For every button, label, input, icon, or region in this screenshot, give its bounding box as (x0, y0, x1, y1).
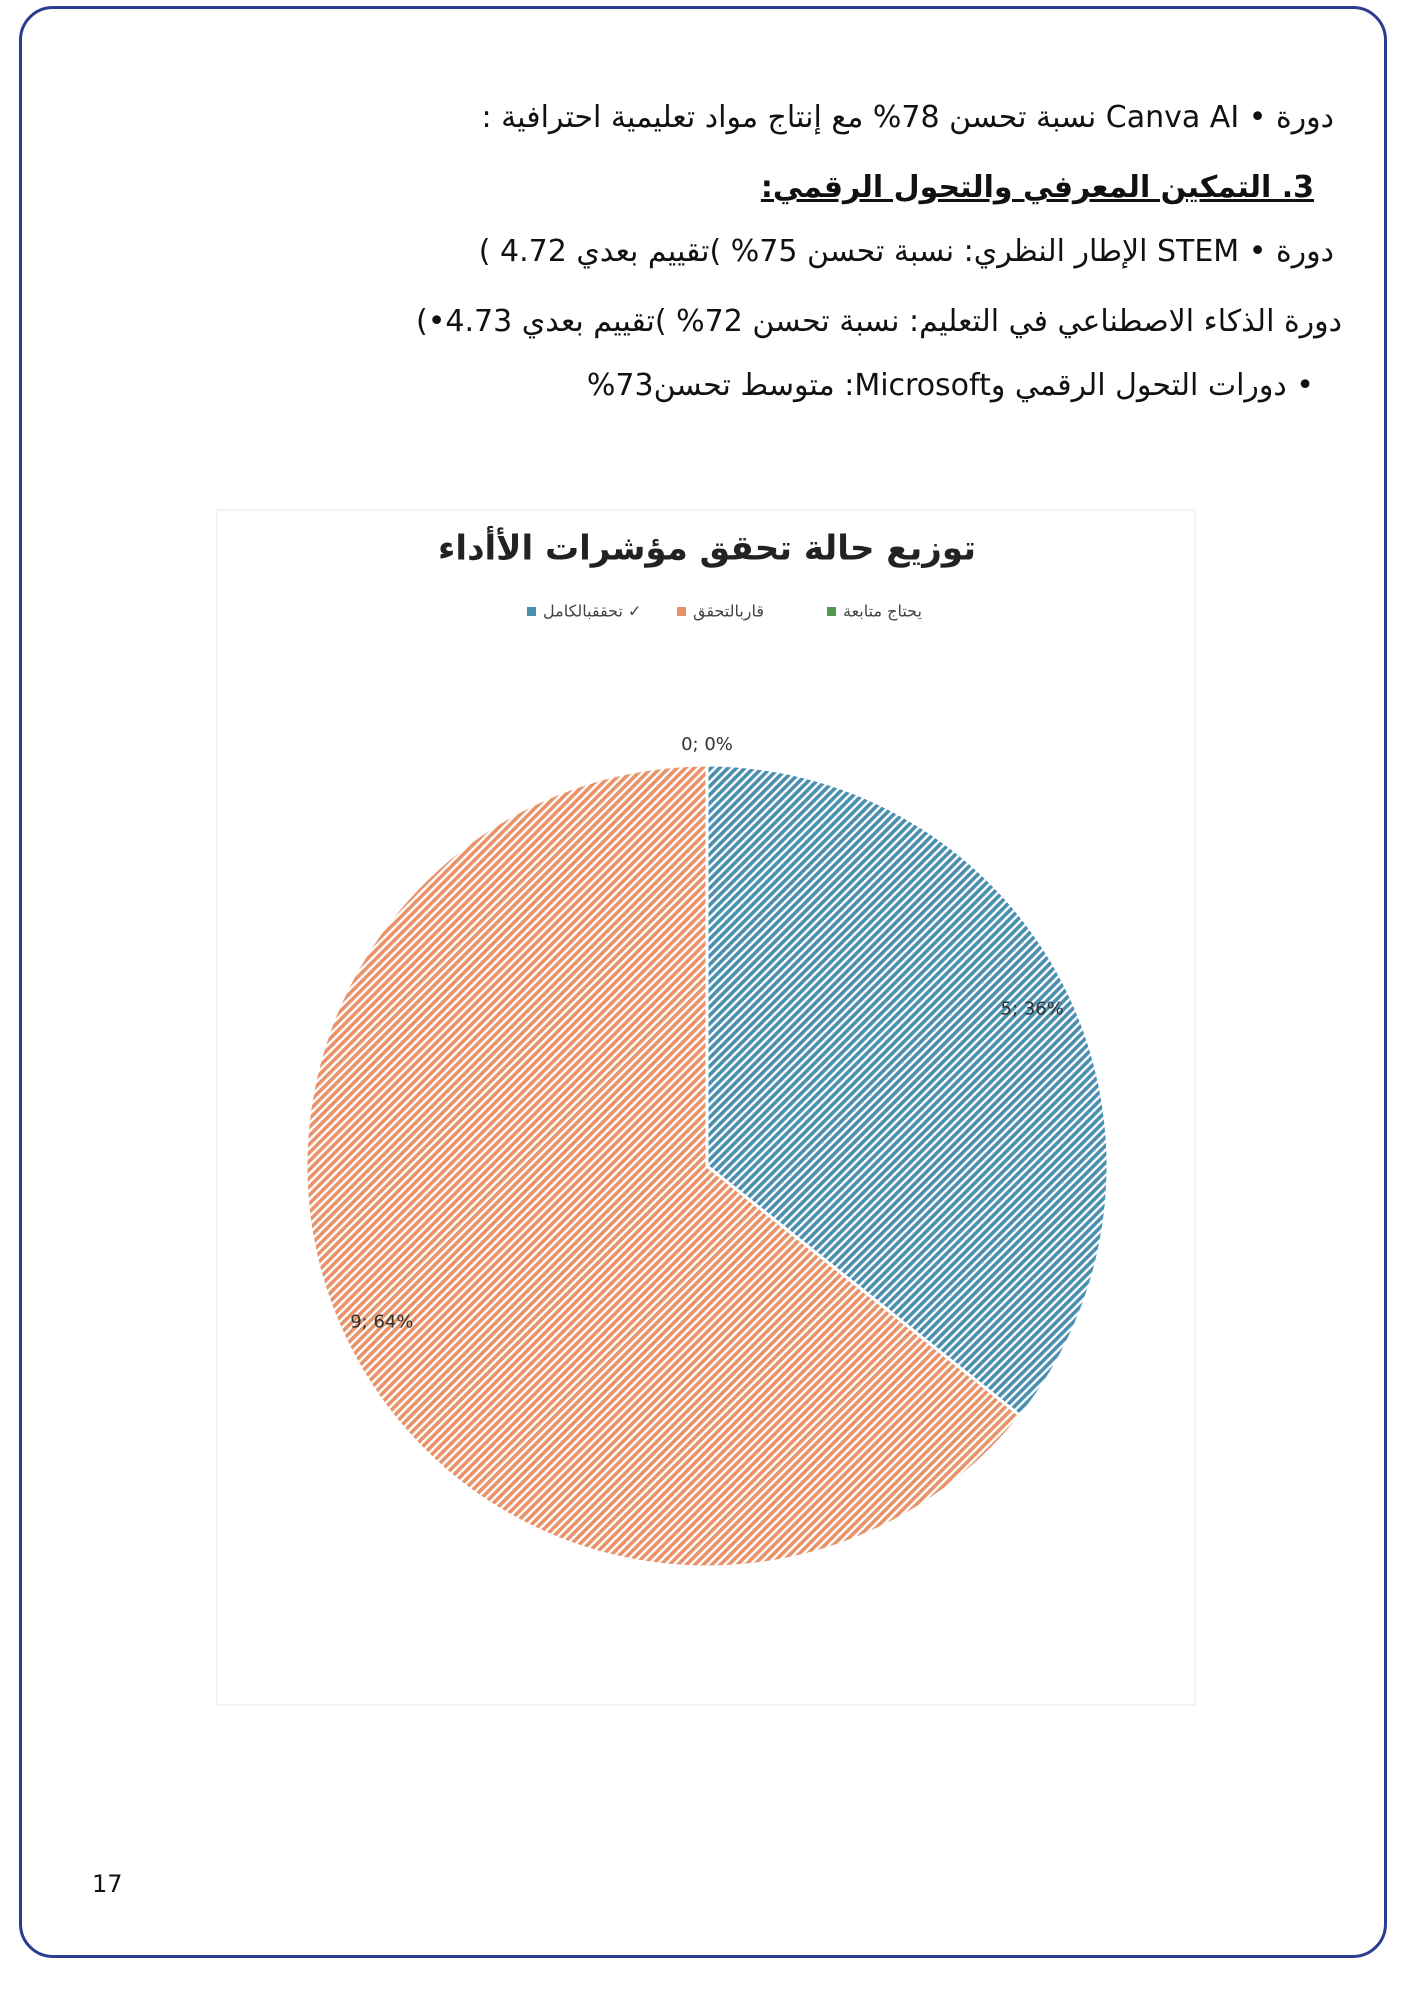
legend-marker (527, 607, 536, 616)
legend-label: قاربالتحقق (693, 602, 764, 622)
section-heading: 3. التمكين المعرفي والتحول الرقمي: (760, 170, 1314, 205)
text-line: • دورات التحول الرقمي وMicrosoft: متوسط … (586, 368, 1314, 403)
data-label: 5; 36% (1001, 998, 1064, 1019)
page-frame (19, 6, 1387, 1958)
chart-title: توزيع حالة تحقق مؤشرات الأأداء (438, 526, 976, 569)
text-line: دورة الذكاء الاصطناعي في التعليم: نسبة ت… (415, 304, 1342, 339)
legend-marker (827, 607, 836, 616)
text-line: دورة • Canva AI نسبة تحسن 78% مع إنتاج م… (481, 100, 1334, 135)
pie-slice (705, 763, 1110, 1419)
legend-label: يحتاج متابعة (843, 602, 922, 622)
page-number: 17 (92, 1870, 123, 1898)
data-label: 0; 0% (681, 734, 733, 755)
legend-label: تحققبالكامل ✓ (543, 602, 641, 621)
legend-marker (677, 607, 686, 616)
data-label: 9; 64% (350, 1312, 413, 1333)
text-line: دورة • STEM الإطار النظري: نسبة تحسن 75%… (478, 234, 1334, 269)
pie-slice (304, 763, 1023, 1569)
